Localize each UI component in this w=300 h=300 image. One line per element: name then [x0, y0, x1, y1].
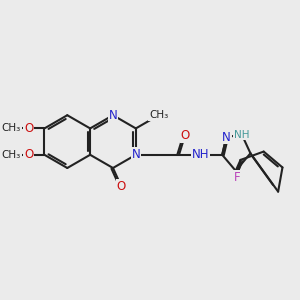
Text: N: N — [222, 130, 231, 144]
Text: CH₃: CH₃ — [2, 123, 21, 134]
Text: O: O — [180, 129, 190, 142]
Text: N: N — [109, 109, 117, 122]
Text: O: O — [24, 148, 34, 161]
Text: O: O — [117, 180, 126, 193]
Text: NH: NH — [234, 130, 250, 140]
Text: O: O — [24, 122, 34, 135]
Text: CH₃: CH₃ — [2, 150, 21, 160]
Text: NH: NH — [192, 148, 209, 161]
Text: N: N — [131, 148, 140, 161]
Text: CH₃: CH₃ — [149, 110, 168, 120]
Text: F: F — [234, 171, 241, 184]
